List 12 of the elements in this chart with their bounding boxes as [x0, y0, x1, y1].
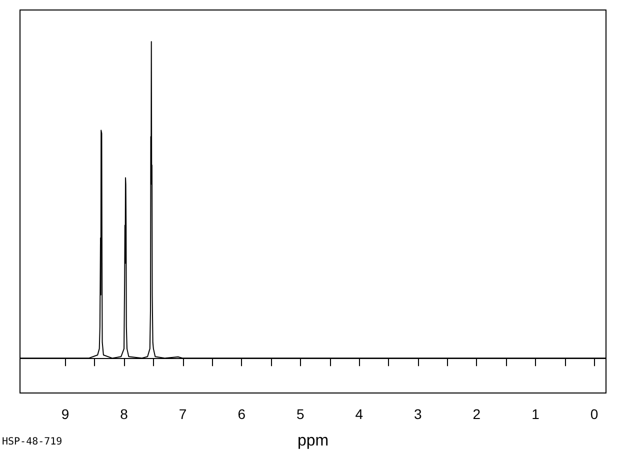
x-tick-label: 1: [532, 406, 540, 422]
x-tick-label: 0: [590, 406, 598, 422]
x-tick-label: 8: [120, 406, 128, 422]
x-tick-label: 7: [178, 406, 187, 422]
x-tick-label: 2: [472, 406, 481, 422]
x-tick-label: 5: [296, 406, 304, 422]
text: HSP-48-719: [2, 436, 62, 448]
x-tick-label: 6: [238, 406, 246, 422]
x-axis-title: ppm: [297, 432, 329, 450]
x-tick-label: 4: [355, 406, 364, 422]
x-tick-label: 9: [61, 406, 70, 422]
x-tick-label: 3: [414, 406, 422, 422]
